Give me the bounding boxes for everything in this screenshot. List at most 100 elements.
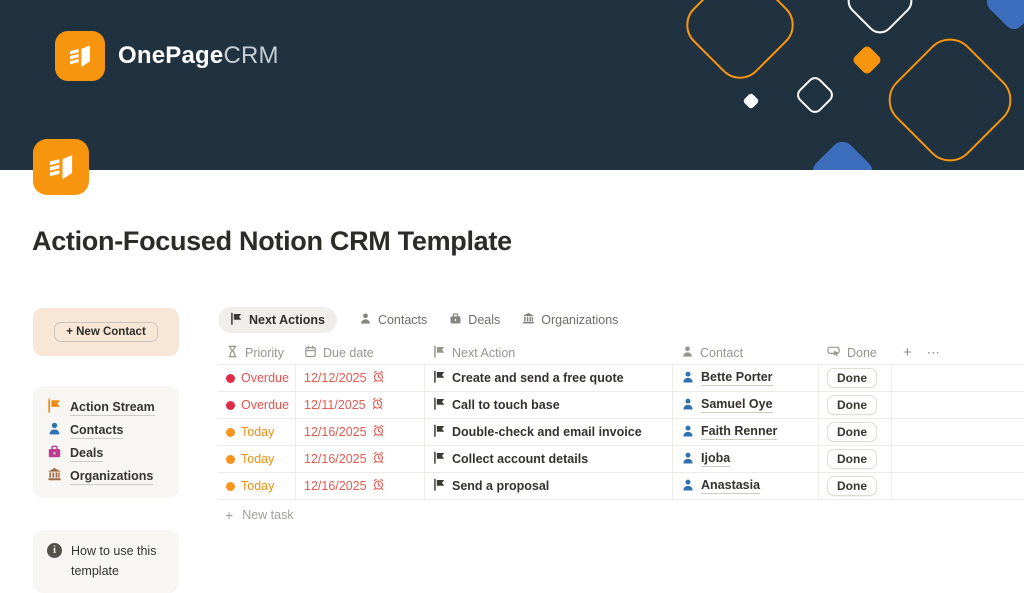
contact-name-link[interactable]: Bette Porter — [701, 370, 773, 386]
next-action-cell[interactable]: Create and send a free quote — [425, 365, 673, 391]
bank-icon — [522, 312, 535, 328]
decor-diamond-blue-bottom — [807, 136, 878, 170]
briefcase-icon — [449, 312, 462, 328]
decor-diamond-white-tiny — [742, 92, 760, 110]
table-row[interactable]: Overdue 12/12/2025 Create and send a fre… — [218, 364, 1024, 391]
column-header-done[interactable]: Done — [819, 345, 892, 361]
column-label: Contact — [700, 345, 744, 360]
column-header-contact[interactable]: Contact — [673, 345, 819, 361]
new-contact-button[interactable]: + New Contact — [54, 322, 158, 342]
column-header-due-date[interactable]: Due date — [296, 345, 425, 361]
priority-label: Today — [241, 479, 275, 493]
add-column-button[interactable]: + — [903, 344, 912, 361]
priority-dot — [226, 454, 235, 464]
done-button[interactable]: Done — [827, 368, 877, 388]
done-cell: Done — [819, 473, 892, 499]
sidebar-item-label: Organizations — [70, 468, 154, 485]
contact-cell[interactable]: Anastasia — [673, 473, 819, 499]
help-text: How to use this template — [71, 544, 157, 578]
person-icon — [359, 312, 372, 328]
table-row[interactable]: Today 12/16/2025 Double-check and email … — [218, 418, 1024, 445]
priority-cell[interactable]: Today — [218, 473, 296, 499]
tab-organizations[interactable]: Organizations — [522, 312, 618, 328]
table-row[interactable]: Today 12/16/2025 Collect account details… — [218, 445, 1024, 472]
done-cell: Done — [819, 392, 892, 418]
done-button[interactable]: Done — [827, 422, 877, 442]
priority-dot — [226, 373, 235, 383]
priority-dot — [226, 400, 235, 410]
due-date-label: 12/16/2025 — [304, 425, 367, 439]
tab-label: Deals — [468, 313, 501, 327]
tab-label: Contacts — [377, 313, 428, 327]
contact-name-link[interactable]: Anastasia — [701, 478, 761, 494]
empty-cell — [892, 446, 1024, 472]
next-action-cell[interactable]: Double-check and email invoice — [425, 419, 673, 445]
main-content: Next Actions Contacts Deals Organization… — [218, 307, 1024, 523]
more-columns-button[interactable]: ⋯ — [926, 344, 941, 360]
priority-cell[interactable]: Overdue — [218, 392, 296, 418]
alarm-clock-icon — [371, 397, 384, 413]
priority-label: Overdue — [241, 398, 289, 412]
new-task-button[interactable]: + New task — [218, 507, 1024, 523]
book-logo-icon — [55, 31, 105, 81]
next-action-cell[interactable]: Call to touch base — [425, 392, 673, 418]
contact-cell[interactable]: Ijoba — [673, 446, 819, 472]
due-date-cell[interactable]: 12/11/2025 — [296, 392, 425, 418]
sidebar-nav-card: Action Stream Contacts Deals Organizatio… — [33, 386, 179, 498]
contact-name-link[interactable]: Samuel Oye — [701, 397, 773, 413]
sidebar-item-organizations[interactable]: Organizations — [47, 465, 165, 488]
alarm-clock-icon — [372, 451, 385, 467]
sidebar-item-action-stream[interactable]: Action Stream — [47, 396, 165, 419]
contact-name-link[interactable]: Faith Renner — [701, 424, 778, 440]
sidebar-item-label: Deals — [70, 445, 104, 462]
brand-bold: OnePage — [118, 42, 224, 69]
sidebar-item-contacts[interactable]: Contacts — [47, 419, 165, 442]
table-row[interactable]: Today 12/16/2025 Send a proposal Anastas… — [218, 472, 1024, 499]
flag-icon — [230, 312, 243, 328]
flag-icon — [47, 398, 62, 418]
due-date-cell[interactable]: 12/12/2025 — [296, 365, 425, 391]
priority-label: Today — [241, 452, 275, 466]
column-header-priority[interactable]: Priority — [218, 345, 296, 361]
next-action-cell[interactable]: Send a proposal — [425, 473, 673, 499]
tab-label: Organizations — [541, 313, 619, 327]
contact-cell[interactable]: Faith Renner — [673, 419, 819, 445]
done-button[interactable]: Done — [827, 476, 877, 496]
tab-contacts[interactable]: Contacts — [359, 312, 427, 328]
help-card[interactable]: i How to use this template — [33, 530, 179, 593]
decor-diamond-outline-white — [841, 0, 919, 40]
sidebar-item-deals[interactable]: Deals — [47, 442, 165, 465]
empty-cell — [892, 392, 1024, 418]
plus-icon: + — [225, 507, 234, 523]
priority-cell[interactable]: Overdue — [218, 365, 296, 391]
next-action-cell[interactable]: Collect account details — [425, 446, 673, 472]
person-icon — [681, 424, 695, 441]
column-label: Due date — [323, 345, 374, 360]
empty-cell — [892, 419, 1024, 445]
contact-name-link[interactable]: Ijoba — [701, 451, 731, 467]
next-action-label: Create and send a free quote — [452, 371, 624, 385]
tab-deals[interactable]: Deals — [449, 312, 500, 328]
contact-cell[interactable]: Bette Porter — [673, 365, 819, 391]
priority-cell[interactable]: Today — [218, 446, 296, 472]
done-button[interactable]: Done — [827, 449, 877, 469]
due-date-label: 12/11/2025 — [304, 398, 366, 412]
page-book-icon[interactable] — [33, 139, 89, 195]
table-row[interactable]: Overdue 12/11/2025 Call to touch base Sa… — [218, 391, 1024, 418]
tab-next-actions[interactable]: Next Actions — [218, 307, 337, 333]
due-date-cell[interactable]: 12/16/2025 — [296, 446, 425, 472]
decor-diamond-blue — [982, 0, 1024, 34]
column-label: Done — [847, 345, 877, 360]
next-action-label: Send a proposal — [452, 479, 550, 493]
bank-icon — [47, 467, 62, 487]
done-button[interactable]: Done — [827, 395, 877, 415]
priority-cell[interactable]: Today — [218, 419, 296, 445]
column-header-next-action[interactable]: Next Action — [425, 345, 673, 361]
flag-icon — [433, 424, 446, 440]
new-contact-card: + New Contact — [33, 308, 179, 356]
briefcase-icon — [47, 444, 62, 464]
table-header-row: Priority Due date Next Action Contact Do… — [218, 341, 1024, 364]
due-date-cell[interactable]: 12/16/2025 — [296, 419, 425, 445]
due-date-cell[interactable]: 12/16/2025 — [296, 473, 425, 499]
contact-cell[interactable]: Samuel Oye — [673, 392, 819, 418]
